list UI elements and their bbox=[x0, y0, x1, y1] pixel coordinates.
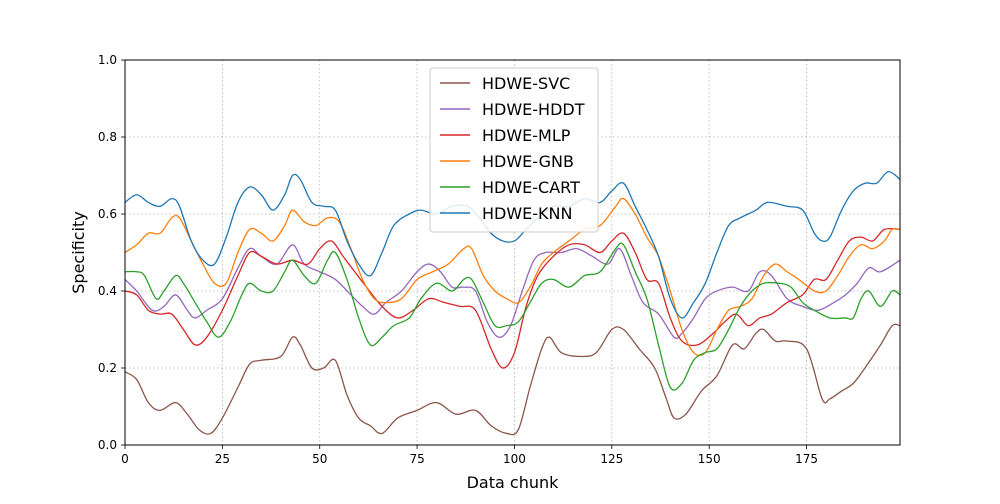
x-tick-label: 175 bbox=[795, 452, 818, 466]
y-tick-label: 0.0 bbox=[98, 438, 117, 452]
y-axis-label: Specificity bbox=[69, 211, 88, 293]
legend-box bbox=[429, 67, 599, 233]
legend-label-hdwe-hddt: HDWE-HDDT bbox=[482, 100, 585, 119]
y-tick-label: 0.2 bbox=[98, 361, 117, 375]
legend-label-hdwe-mlp: HDWE-MLP bbox=[482, 126, 571, 145]
x-tick-label: 50 bbox=[312, 452, 327, 466]
legend-label-hdwe-svc: HDWE-SVC bbox=[482, 74, 570, 93]
series-line-hdwe-gnb bbox=[124, 197, 901, 357]
x-tick-label: 100 bbox=[503, 452, 526, 466]
series-line-hdwe-hddt bbox=[124, 244, 901, 340]
legend: HDWE-SVC HDWE-HDDT HDWE-MLP HDWE-GNB HDWE-CA… bbox=[429, 67, 599, 233]
x-tick-label: 0 bbox=[121, 452, 129, 466]
y-tick-label: 0.4 bbox=[98, 284, 117, 298]
x-tick-label: 25 bbox=[215, 452, 230, 466]
series-line-hdwe-cart bbox=[124, 242, 901, 391]
legend-label-hdwe-gnb: HDWE-GNB bbox=[482, 152, 574, 171]
x-tick-label: 75 bbox=[409, 452, 424, 466]
x-tick-label: 150 bbox=[698, 452, 721, 466]
axis-ticks: 0 25 50 75 100 125 150 175 0.0 0.2 0.4 0.6 0.8 1.0 bbox=[98, 53, 818, 466]
series-line-hdwe-knn bbox=[124, 170, 901, 319]
legend-label-hdwe-cart: HDWE-CART bbox=[482, 178, 580, 197]
y-tick-label: 0.8 bbox=[98, 130, 117, 144]
x-tick-label: 125 bbox=[600, 452, 623, 466]
plot-frame bbox=[124, 59, 901, 446]
series-line-hdwe-svc bbox=[124, 323, 901, 436]
y-tick-label: 1.0 bbox=[98, 53, 117, 67]
series-line-hdwe-mlp bbox=[124, 227, 901, 369]
legend-label-hdwe-knn: HDWE-KNN bbox=[482, 204, 572, 223]
x-axis-label: Data chunk bbox=[467, 473, 560, 492]
y-tick-label: 0.6 bbox=[98, 207, 117, 221]
series-lines bbox=[124, 170, 901, 436]
